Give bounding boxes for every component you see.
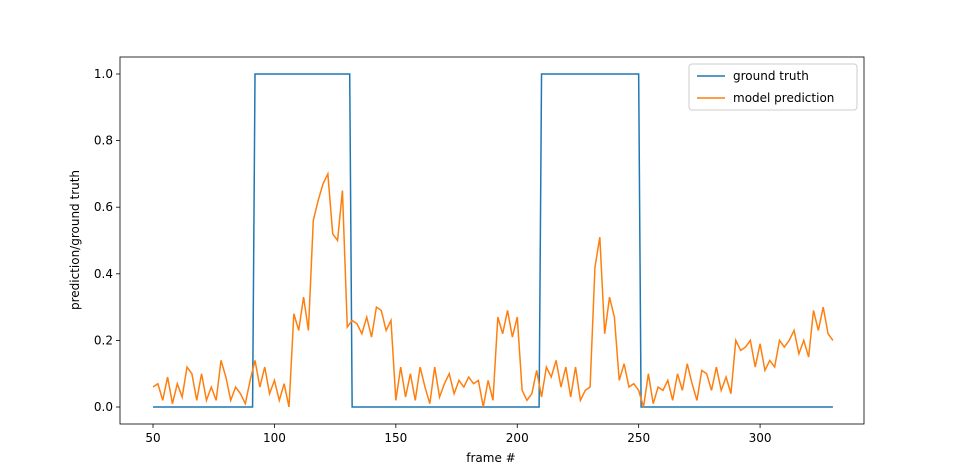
y-tick-label: 1.0 [94,67,113,81]
x-tick-label: 150 [384,431,407,445]
x-tick-label: 300 [749,431,772,445]
y-tick-label: 0.6 [94,200,113,214]
x-axis-label: frame # [466,451,515,465]
x-tick-label: 50 [145,431,160,445]
y-tick-label: 0.0 [94,400,113,414]
plot-frame [119,56,865,425]
x-tick-label: 100 [263,431,286,445]
x-tick-label: 200 [506,431,529,445]
y-tick-label: 0.2 [94,333,113,347]
x-tick-label: 250 [627,431,650,445]
legend-label: ground truth [733,69,809,83]
legend-box [688,63,858,111]
series-line [152,171,834,408]
y-tick-label: 0.4 [94,267,113,281]
legend: ground truth model prediction [688,63,858,111]
legend-label: model prediction [733,91,834,105]
series-line [153,73,833,408]
y-tick-label: 0.8 [94,134,113,148]
y-axis-label: prediction/ground truth [68,170,82,310]
